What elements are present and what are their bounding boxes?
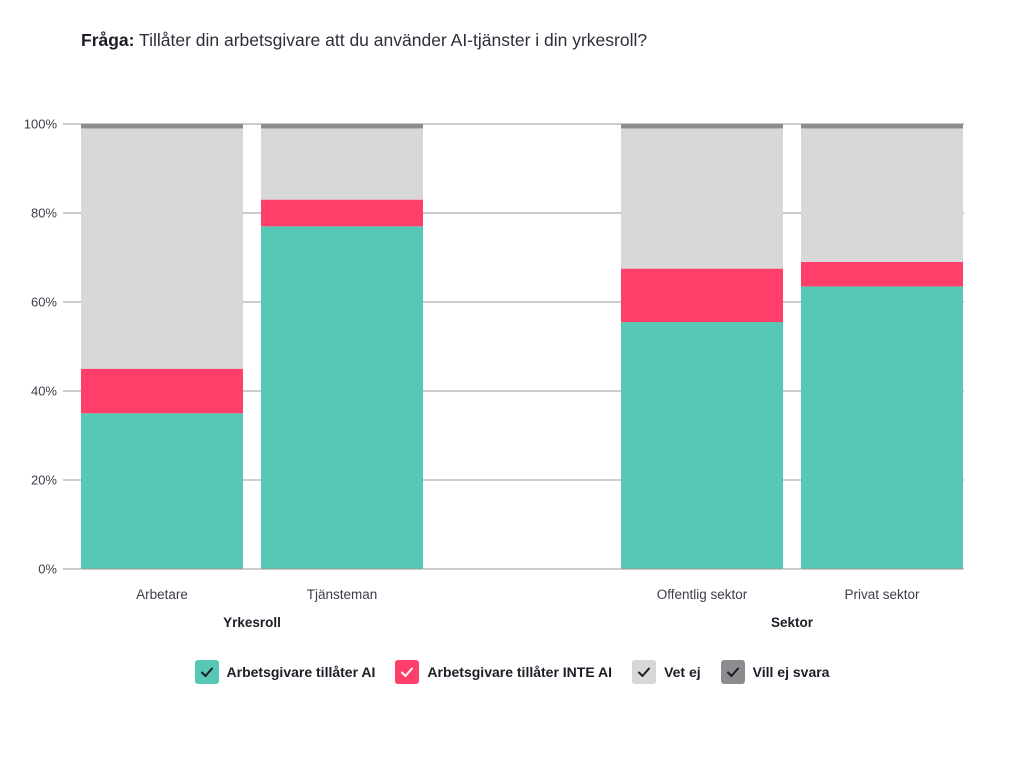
legend-item-tillater-ai[interactable]: Arbetsgivare tillåter AI [194,660,376,684]
legend-label-tillater-ai: Arbetsgivare tillåter AI [226,664,376,680]
category-label: Arbetare [136,587,188,602]
legend-label-vill-ej-svara: Vill ej svara [752,664,830,680]
bar-segment [81,368,243,414]
bar-segment [621,268,783,323]
y-tick-label: 80% [31,206,57,221]
bar-segment [801,128,963,262]
bar-segment [621,128,783,269]
category-label: Offentlig sektor [657,587,748,602]
bar-segment [261,226,423,569]
check-icon [401,667,414,677]
legend-swatch-vet-ej [632,660,657,684]
y-axis-ticks: 0% 20% 40% 60% 80% 100% [24,117,58,577]
bars [81,124,963,569]
chart-legend: Arbetsgivare tillåter AI Arbetsgivare ti… [0,660,1024,684]
check-icon [726,667,739,677]
bar-segment [261,128,423,200]
question-text: Tillåter din arbetsgivare att du använde… [139,30,648,50]
y-tick-label: 20% [31,473,57,488]
check-icon [200,667,213,677]
bar-segment [261,124,423,129]
legend-swatch-tillater-inte-ai [395,660,420,684]
chart-question: Fråga: Tillåter din arbetsgivare att du … [81,30,647,51]
bar-segment [81,128,243,369]
y-tick-label: 100% [24,117,58,132]
group-labels: Yrkesroll Sektor [223,615,814,630]
group-label: Sektor [771,615,814,630]
legend-swatch-tillater-ai [194,660,219,684]
bar-segment [801,261,963,287]
bar-segment [621,124,783,129]
bar-segment [261,199,423,227]
legend-item-vet-ej[interactable]: Vet ej [632,660,701,684]
bar-segment [801,124,963,129]
group-label: Yrkesroll [223,615,281,630]
legend-item-vill-ej-svara[interactable]: Vill ej svara [720,660,830,684]
stacked-bar-chart: 0% 20% 40% 60% 80% 100% Arbetare Tjänsteman Off… [24,117,964,630]
category-labels: Arbetare Tjänsteman Offentlig sektor Privat… [136,587,920,602]
question-prefix: Fråga: [81,30,135,50]
bar-segment [621,322,783,569]
y-tick-label: 60% [31,295,57,310]
y-tick-label: 40% [31,384,57,399]
legend-item-tillater-inte-ai[interactable]: Arbetsgivare tillåter INTE AI [395,660,612,684]
check-icon [638,667,651,677]
category-label: Privat sektor [844,587,920,602]
category-label: Tjänsteman [307,587,378,602]
bar-segment [801,286,963,569]
legend-swatch-vill-ej-svara [720,660,745,684]
bar-segment [81,124,243,129]
legend-label-vet-ej: Vet ej [664,664,701,680]
y-tick-label: 0% [38,562,57,577]
bar-segment [81,413,243,569]
legend-label-tillater-inte-ai: Arbetsgivare tillåter INTE AI [427,664,613,680]
